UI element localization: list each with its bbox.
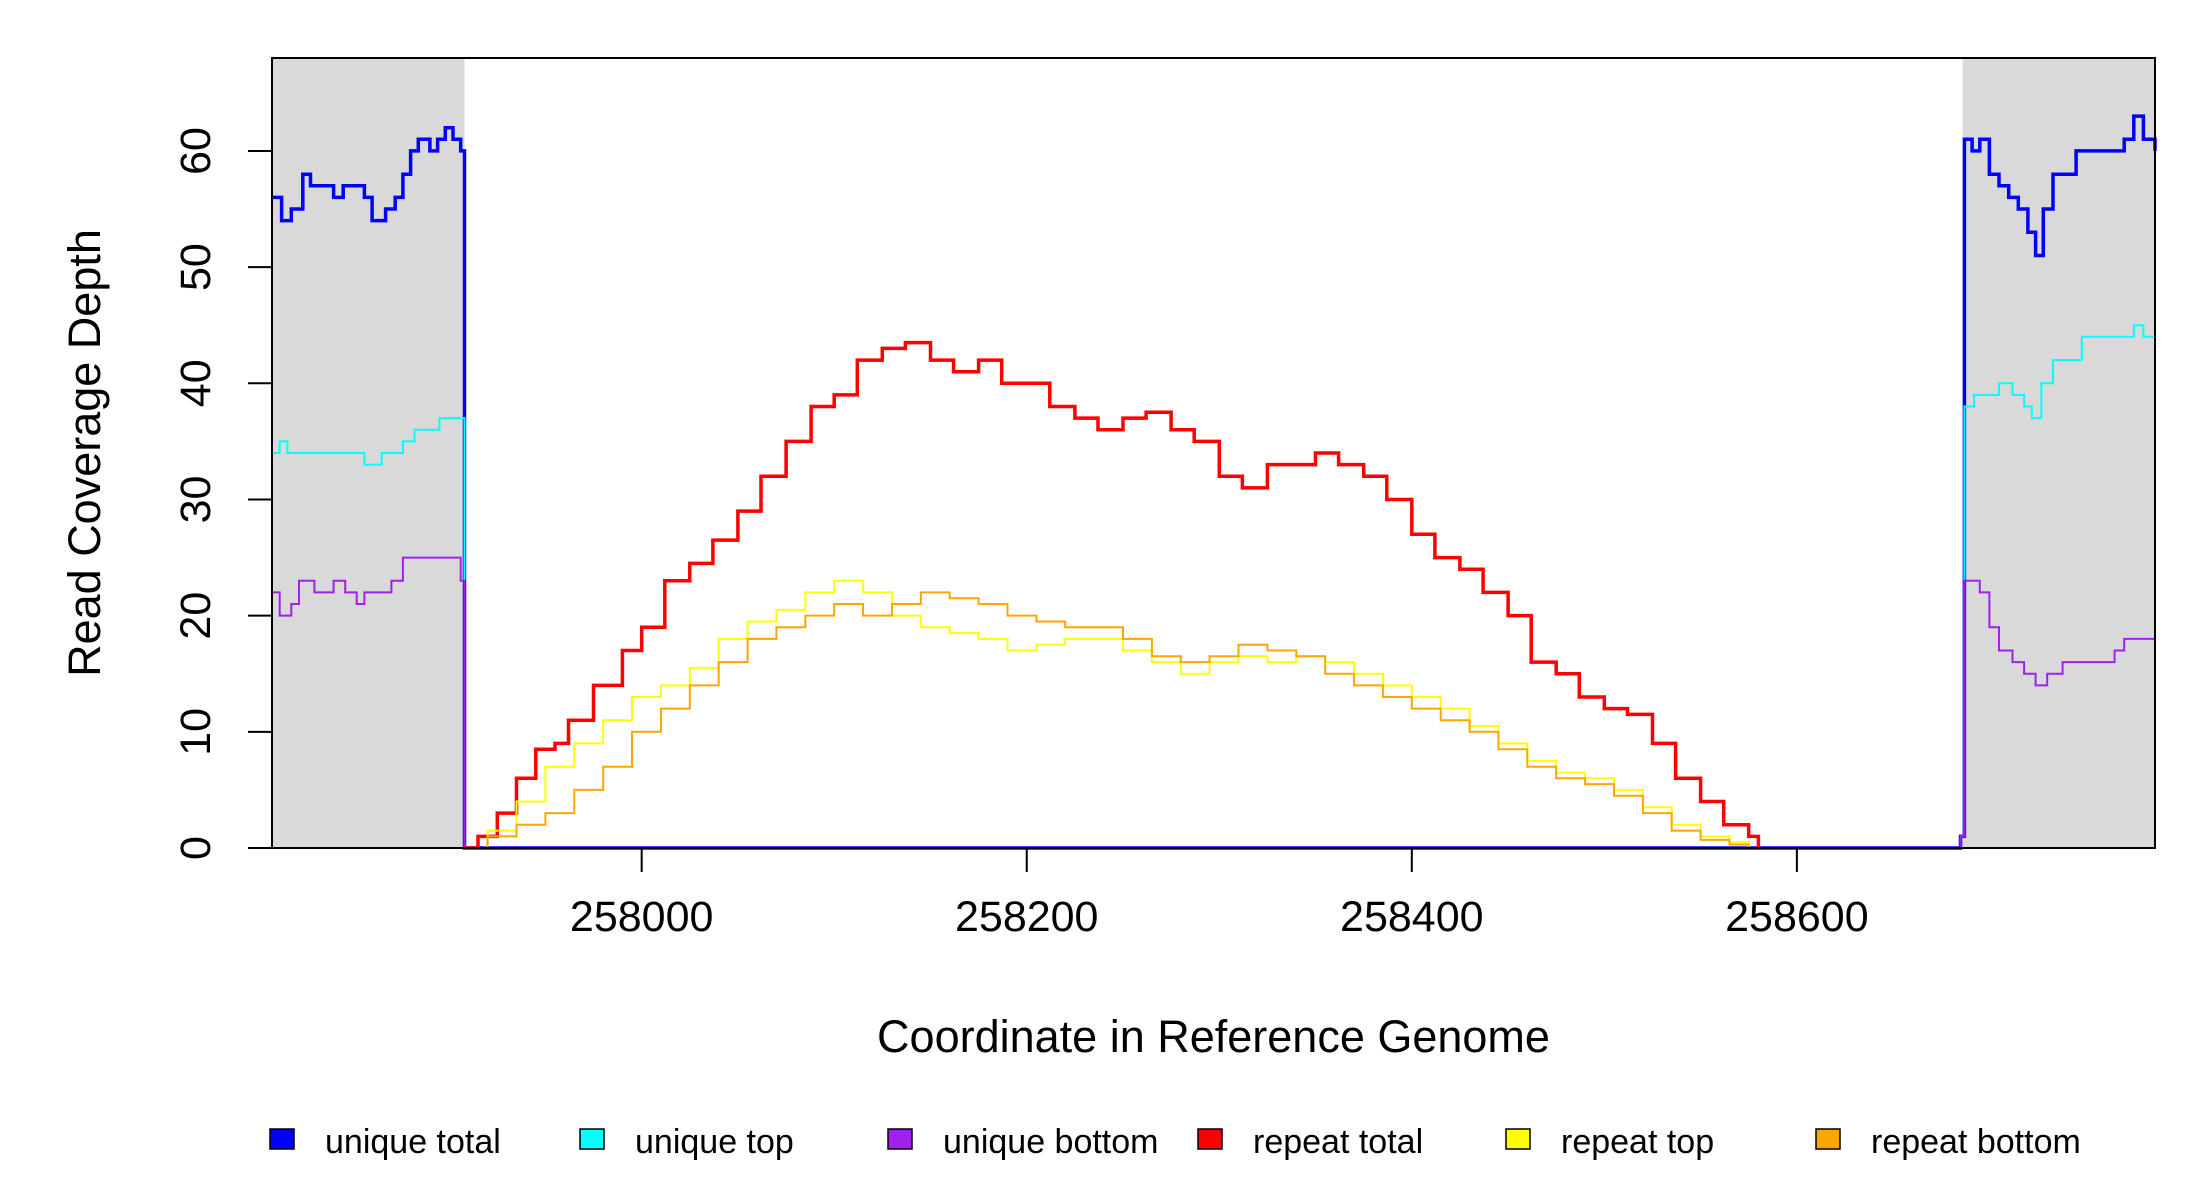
legend-label: unique total — [325, 1123, 501, 1161]
series-line-repeat-top — [464, 579, 1750, 849]
legend-label: repeat total — [1253, 1123, 1423, 1161]
legend-item: repeat total — [1197, 1123, 1423, 1161]
legend-swatch — [579, 1128, 605, 1150]
plot-frame — [271, 57, 2156, 849]
series-line-repeat-total — [464, 340, 1761, 850]
legend: unique total unique top unique bottom repea… — [269, 1123, 2081, 1161]
legend-label: repeat bottom — [1871, 1123, 2081, 1161]
x-axis-title: Coordinate in Reference Genome — [877, 1011, 1550, 1062]
legend-swatch — [269, 1128, 295, 1150]
shaded-regions — [272, 58, 2155, 848]
legend-item: repeat top — [1505, 1123, 1714, 1161]
legend-swatch — [1505, 1128, 1531, 1150]
x-tick-label: 258000 — [570, 893, 714, 941]
y-tick-label: 20 — [172, 592, 220, 640]
y-tick-label: 30 — [172, 476, 220, 524]
legend-label: unique top — [635, 1123, 794, 1161]
y-tick-label: 50 — [172, 243, 220, 291]
x-tick-label: 258600 — [1725, 893, 1869, 941]
series-line-unique-top — [272, 324, 2156, 849]
legend-item: unique total — [269, 1123, 501, 1161]
series-line-unique-bottom — [272, 556, 2156, 849]
y-tick-label: 10 — [172, 708, 220, 756]
x-tick-label: 258200 — [955, 893, 1099, 941]
y-tick-label: 60 — [172, 127, 220, 175]
x-tick-label: 258400 — [1340, 893, 1484, 941]
shaded-region-1 — [1962, 58, 2155, 848]
series-lines — [272, 114, 2157, 850]
legend-item: unique bottom — [887, 1123, 1159, 1161]
series-line-unique-total — [272, 114, 2157, 850]
y-axis-title: Read Coverage Depth — [59, 229, 110, 677]
series-line-repeat-bottom — [464, 591, 1750, 849]
legend-item: unique top — [579, 1123, 794, 1161]
legend-swatch — [887, 1128, 913, 1150]
y-tick-label: 40 — [172, 359, 220, 407]
legend-swatch — [1197, 1128, 1223, 1150]
x-axis: 258000 258200 258400 258600 — [570, 848, 1869, 941]
legend-item: repeat bottom — [1815, 1123, 2081, 1161]
legend-label: repeat top — [1561, 1123, 1714, 1161]
y-axis: 0 10 20 30 40 50 60 — [172, 127, 272, 860]
legend-label: unique bottom — [943, 1123, 1159, 1161]
legend-swatch — [1815, 1128, 1841, 1150]
y-tick-label: 0 — [172, 836, 220, 860]
